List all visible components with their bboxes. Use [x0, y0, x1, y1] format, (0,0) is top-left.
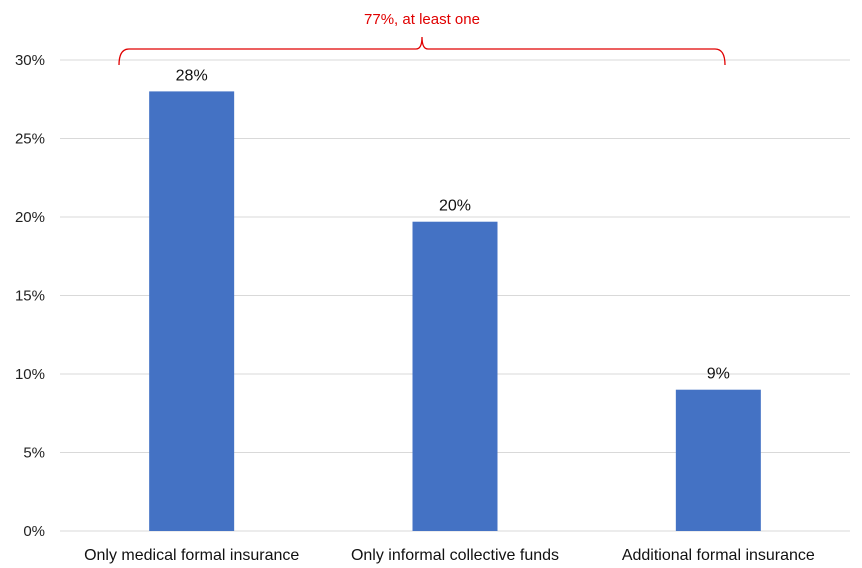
- bar: [675, 389, 761, 531]
- bracket-annotation: [118, 36, 726, 66]
- y-axis-tick-labels: 0% 5% 10% 15% 20% 25% 30%: [15, 52, 45, 540]
- y-tick-label: 10%: [15, 366, 45, 383]
- data-labels: 28% 20% 9%: [176, 67, 730, 382]
- bar: [149, 91, 235, 532]
- data-label: 28%: [176, 67, 208, 84]
- category-labels: Only medical formal insurance Only inform…: [84, 547, 815, 564]
- category-label: Additional formal insurance: [622, 547, 815, 564]
- category-label: Only medical formal insurance: [84, 547, 299, 564]
- bars: [149, 91, 761, 532]
- bar: [412, 221, 498, 531]
- annotation-label: 77%, at least one: [364, 11, 480, 28]
- annotation: 77%, at least one: [118, 11, 726, 66]
- category-label: Only informal collective funds: [351, 547, 559, 564]
- y-tick-label: 0%: [23, 523, 45, 540]
- y-tick-label: 5%: [23, 445, 45, 462]
- y-tick-label: 20%: [15, 209, 45, 226]
- y-tick-label: 25%: [15, 131, 45, 148]
- y-tick-label: 30%: [15, 52, 45, 69]
- data-label: 9%: [707, 366, 730, 383]
- data-label: 20%: [439, 198, 471, 215]
- y-tick-label: 15%: [15, 288, 45, 305]
